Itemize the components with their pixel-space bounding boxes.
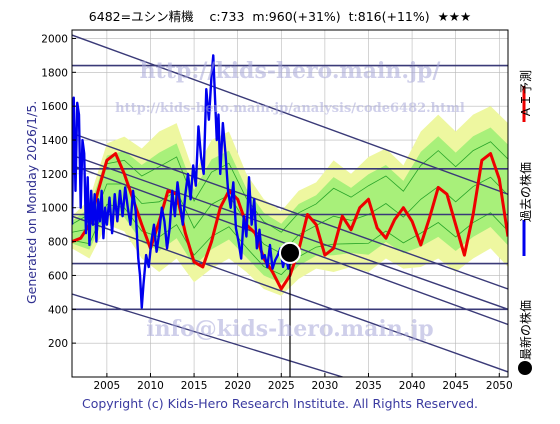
y-tick-label: 400 [48, 304, 68, 316]
header-mid: m:960(+31%) [252, 9, 341, 24]
y-tick-label: 1200 [41, 169, 68, 181]
latest-price-dot [279, 241, 301, 264]
chart-header: 6482=ユシン精機 c:733 m:960(+31%) t:816(+11%)… [0, 6, 560, 25]
y-tick-label: 2000 [41, 33, 68, 45]
header-current-price: c:733 [209, 9, 245, 24]
y-tick-label: 200 [48, 338, 68, 350]
y-tick-label: 600 [48, 270, 68, 282]
watermark-top-url: http://kids-hero.main.jp/ [140, 58, 442, 84]
legend-label-history: 過去の株価 [519, 161, 533, 222]
header-target: t:816(+11%) [348, 9, 430, 24]
y-tick-label: 1400 [41, 135, 68, 147]
x-tick-label: 2035 [355, 380, 382, 392]
x-tick-label: 2015 [181, 380, 208, 392]
y-tick-label: 1000 [41, 203, 68, 215]
x-tick-label: 2025 [268, 380, 295, 392]
header-code-name: 6482=ユシン精機 [88, 9, 194, 24]
watermark-email: info@kids-hero.main.jp [146, 316, 433, 342]
x-tick-label: 2045 [442, 380, 469, 392]
x-tick-label: 2020 [224, 380, 251, 392]
plot-frame [71, 29, 509, 378]
y-tick-label: 800 [48, 237, 68, 249]
generated-date-text: Generated on Monday 2026/1/5. [24, 100, 39, 304]
header-rating: ★★★ [437, 9, 472, 24]
legend-label-prediction: ＡＩ予測 [519, 69, 533, 118]
y-tick-label: 1600 [41, 101, 68, 113]
watermark-sub-url: http://kids-hero.main.jp/analysis/code64… [115, 101, 465, 116]
trend-line [72, 154, 508, 310]
x-tick-label: 2005 [94, 380, 121, 392]
copyright-text: Copyright (c) Kids-Hero Research Institu… [81, 396, 479, 411]
x-tick-label: 2050 [486, 380, 513, 392]
y-tick-label: 1800 [41, 67, 68, 79]
legend-mark-latest [518, 361, 532, 375]
trend-line [72, 132, 508, 290]
forecast-band-line [72, 141, 508, 233]
trend-line [72, 34, 508, 195]
legend-label-latest: 最新の株価 [519, 299, 533, 360]
forecast-band-inner [72, 127, 508, 284]
x-tick-label: 2030 [312, 380, 339, 392]
x-tick-label: 2040 [399, 380, 426, 392]
x-tick-label: 2010 [137, 380, 164, 392]
series-history-line [72, 54, 292, 309]
